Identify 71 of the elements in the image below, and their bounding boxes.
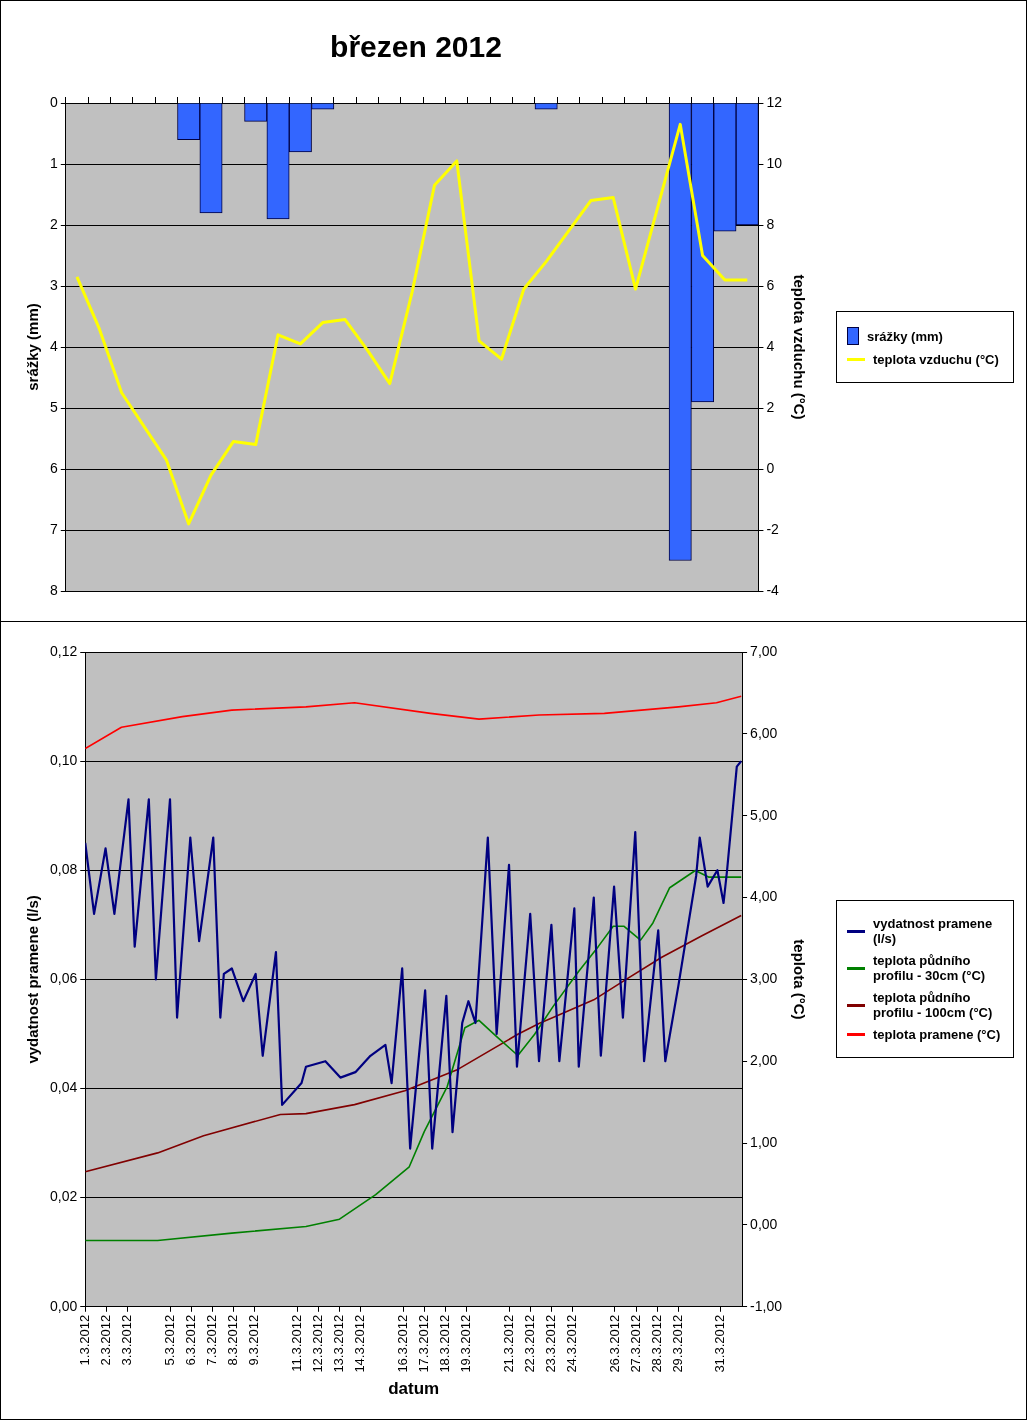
x-tick-label: 19.3.2012	[458, 1314, 474, 1373]
x-tick-label: 6.3.2012	[182, 1314, 198, 1366]
x-tick-label: 27.3.2012	[627, 1314, 643, 1373]
legend-label: srážky (mm)	[867, 328, 943, 344]
y2-tick-label: -1,00	[750, 1297, 783, 1314]
y2-tick-label: 2	[766, 398, 775, 415]
x-tick-label: 21.3.2012	[500, 1314, 516, 1373]
y2-tick-label: 6	[766, 276, 775, 293]
x-tick-label: 11.3.2012	[288, 1314, 304, 1372]
y-tick-label: 5	[49, 398, 58, 415]
y-tick-label: 0	[49, 93, 58, 110]
y2-axis-title: teplota vzduchu (°C)	[790, 274, 808, 420]
y-tick-label: 2	[49, 215, 58, 232]
y2-tick-label: 3,00	[750, 970, 778, 987]
y-tick-label: 0,04	[50, 1079, 78, 1096]
legend-label: teplota vzduchu (°C)	[873, 352, 999, 367]
y2-tick-label: 1,00	[750, 1133, 778, 1150]
y-tick-label: 1	[49, 154, 58, 171]
y-tick-label: 0,08	[50, 861, 78, 878]
y-tick-label: 0,10	[50, 751, 78, 768]
legend-label: teplota pramene (°C)	[873, 1027, 1001, 1043]
y-tick-label: 3	[49, 276, 58, 293]
y-tick-label: 0,02	[50, 1188, 78, 1205]
y-axis-title: srážky (mm)	[24, 303, 42, 391]
y-tick-label: 0,12	[50, 642, 78, 659]
x-tick-label: 8.3.2012	[225, 1314, 241, 1366]
x-tick-label: 28.3.2012	[648, 1314, 664, 1373]
y-tick-label: 0,06	[50, 970, 78, 987]
x-tick-label: 31.3.2012	[712, 1314, 728, 1373]
y2-tick-label: 10	[766, 154, 783, 171]
y-tick-label: 4	[49, 337, 58, 354]
y2-tick-label: -4	[766, 581, 780, 598]
y-tick-label: 6	[49, 459, 58, 476]
y-tick-label: 7	[49, 520, 58, 537]
x-tick-label: 12.3.2012	[309, 1314, 325, 1373]
x-tick-label: 13.3.2012	[331, 1314, 347, 1373]
y2-tick-label: 0	[766, 459, 775, 476]
y2-axis-title: teplota (°C)	[790, 939, 808, 1020]
x-tick-label: 2.3.2012	[98, 1314, 114, 1366]
y2-tick-label: 5,00	[750, 806, 778, 823]
x-tick-label: 3.3.2012	[119, 1314, 135, 1366]
x-tick-label: 1.3.2012	[76, 1314, 92, 1366]
x-tick-label: 14.3.2012	[352, 1314, 368, 1373]
chart-title: březen 2012	[330, 30, 502, 64]
x-tick-label: 17.3.2012	[415, 1314, 431, 1373]
y-axis-title: vydatnost pramene (l/s)	[24, 895, 42, 1064]
x-tick-label: 26.3.2012	[606, 1314, 622, 1373]
y2-tick-label: 4	[766, 337, 775, 354]
x-tick-label: 18.3.2012	[437, 1314, 453, 1373]
y2-tick-label: -2	[766, 520, 780, 537]
y-tick-label: 8	[49, 581, 58, 598]
x-tick-label: 7.3.2012	[203, 1314, 219, 1366]
y2-tick-label: 7,00	[750, 642, 778, 659]
y2-tick-label: 12	[766, 93, 783, 110]
y2-tick-label: 2,00	[750, 1052, 778, 1069]
legend-label: teplota půdního profilu - 30cm (°C)	[873, 953, 987, 984]
x-tick-label: 16.3.2012	[394, 1314, 410, 1373]
x-tick-label: 5.3.2012	[161, 1314, 177, 1366]
y2-tick-label: 6,00	[750, 724, 778, 741]
x-tick-label: 24.3.2012	[564, 1314, 580, 1373]
y2-tick-label: 4,00	[750, 888, 778, 905]
legend-label: vydatnost pramene (l/s)	[873, 916, 994, 947]
y2-tick-label: 0,00	[750, 1215, 778, 1232]
x-tick-label: 23.3.2012	[542, 1314, 558, 1373]
y2-tick-label: 8	[766, 215, 775, 232]
legend-label: teplota půdního profilu - 100cm (°C)	[873, 990, 994, 1021]
y-tick-label: 0,00	[50, 1297, 78, 1314]
x-tick-label: 9.3.2012	[246, 1314, 262, 1366]
x-axis-title: datum	[388, 1379, 440, 1399]
x-tick-label: 29.3.2012	[670, 1314, 686, 1373]
x-tick-label: 22.3.2012	[521, 1314, 537, 1373]
